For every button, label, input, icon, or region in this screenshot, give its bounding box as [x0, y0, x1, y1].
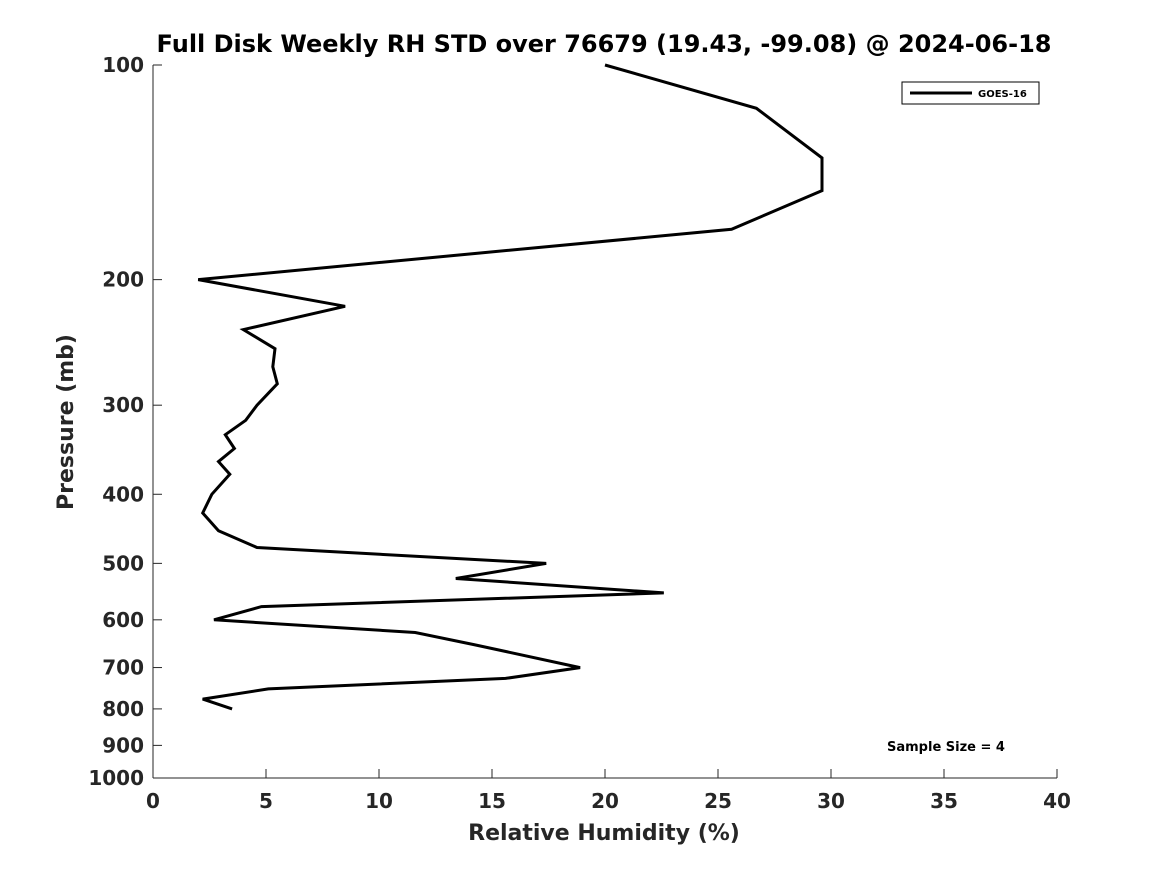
x-tick-label: 35	[930, 789, 958, 813]
x-tick-label: 30	[817, 789, 845, 813]
y-tick-label: 600	[102, 608, 144, 632]
y-tick-label: 500	[102, 551, 144, 575]
chart-title: Full Disk Weekly RH STD over 76679 (19.4…	[157, 30, 1052, 58]
series-line-goes-16	[197, 63, 824, 711]
axes	[152, 65, 1057, 779]
x-ticks: 0 5 10 15 20 25 30 35 40	[146, 769, 1071, 813]
y-tick-label: 1000	[88, 766, 144, 790]
x-axis-label: Relative Humidity (%)	[468, 821, 740, 846]
x-tick-label: 40	[1043, 789, 1071, 813]
x-tick-label: 5	[259, 789, 273, 813]
x-tick-label: 20	[591, 789, 619, 813]
y-tick-label: 700	[102, 656, 144, 680]
y-tick-label: 400	[102, 482, 144, 506]
y-tick-label: 900	[102, 733, 144, 757]
series-layer	[197, 63, 824, 711]
y-axis-label: Pressure (mb)	[54, 334, 79, 510]
y-tick-label: 100	[102, 53, 144, 77]
y-tick-label: 200	[102, 268, 144, 292]
legend-label-goes-16: GOES-16	[978, 89, 1027, 100]
sample-size-annotation: Sample Size = 4	[887, 740, 1005, 755]
y-tick-label: 800	[102, 697, 144, 721]
legend: GOES-16	[901, 81, 1040, 105]
x-tick-label: 0	[146, 789, 160, 813]
y-ticks: 100 200 300 400 500 600 700 800 900 1000	[88, 53, 162, 790]
x-tick-label: 15	[478, 789, 506, 813]
x-tick-label: 10	[365, 789, 393, 813]
y-tick-label: 300	[102, 393, 144, 417]
x-tick-label: 25	[704, 789, 732, 813]
